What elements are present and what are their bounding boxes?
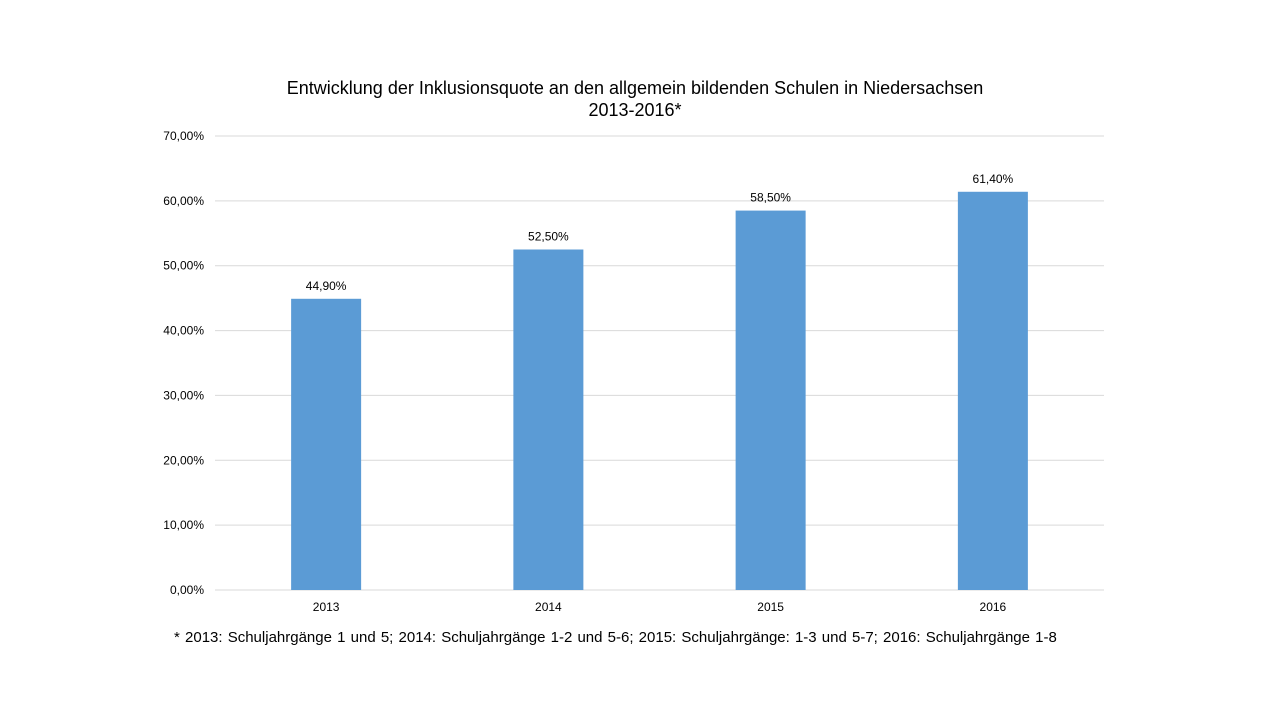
chart-footnote: * 2013: Schuljahrgänge 1 und 5; 2014: Sc… bbox=[174, 629, 1057, 646]
bar-2013 bbox=[291, 298, 362, 590]
bar-2014 bbox=[513, 249, 584, 590]
bar-2016 bbox=[957, 191, 1028, 590]
bar-2015 bbox=[735, 210, 806, 591]
bars bbox=[291, 191, 1028, 591]
x-tick-label-2015: 2015 bbox=[757, 600, 784, 614]
data-labels: 44,90% 52,50% 58,50% 61,40% bbox=[306, 172, 1014, 293]
data-label-2016: 61,40% bbox=[973, 172, 1014, 186]
x-tick-label-2016: 2016 bbox=[980, 600, 1007, 614]
y-tick-label: 70,00% bbox=[163, 129, 204, 143]
y-tick-label: 50,00% bbox=[163, 259, 204, 273]
y-tick-label: 20,00% bbox=[163, 453, 204, 467]
chart-title: Entwicklung der Inklusionsquote an den a… bbox=[286, 78, 984, 98]
y-tick-label: 10,00% bbox=[163, 518, 204, 532]
x-axis-tick-labels: 2013 2014 2015 2016 bbox=[313, 600, 1007, 614]
data-label-2015: 58,50% bbox=[750, 191, 791, 205]
x-tick-label-2013: 2013 bbox=[313, 600, 340, 614]
data-label-2013: 44,90% bbox=[306, 279, 347, 293]
chart-subtitle: 2013-2016* bbox=[588, 100, 682, 120]
y-tick-label: 0,00% bbox=[170, 583, 204, 597]
gridlines bbox=[215, 135, 1104, 591]
data-label-2014: 52,50% bbox=[528, 230, 569, 244]
y-tick-label: 60,00% bbox=[163, 194, 204, 208]
x-tick-label-2014: 2014 bbox=[535, 600, 562, 614]
y-tick-label: 30,00% bbox=[163, 388, 204, 402]
y-axis-tick-labels: 0,00% 10,00% 20,00% 30,00% 40,00% 50,00% 60,00… bbox=[163, 129, 204, 597]
y-tick-label: 40,00% bbox=[163, 324, 204, 338]
